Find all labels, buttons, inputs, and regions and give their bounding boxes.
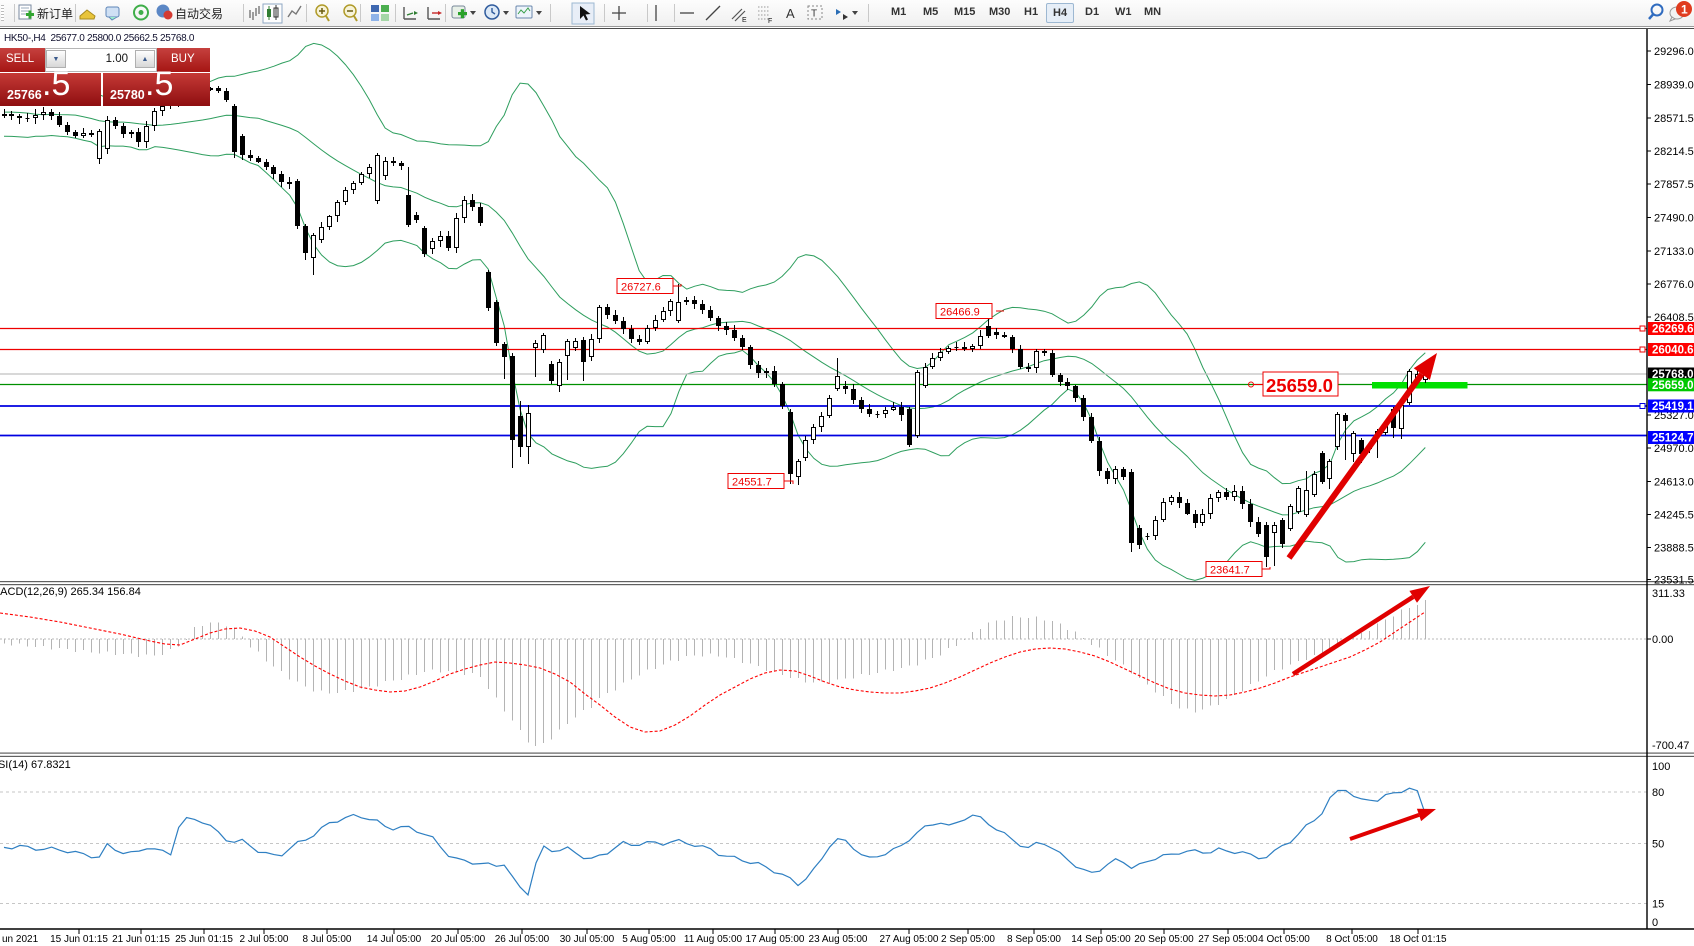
svg-text:11 Aug 05:00: 11 Aug 05:00 — [684, 934, 743, 945]
svg-text:4 Oct 05:00: 4 Oct 05:00 — [1258, 934, 1310, 945]
svg-text:8 Jul 05:00: 8 Jul 05:00 — [303, 934, 352, 945]
svg-text:T: T — [811, 9, 817, 20]
svg-text:25419.1: 25419.1 — [1652, 401, 1694, 413]
svg-text:25 Jun 01:15: 25 Jun 01:15 — [175, 934, 233, 945]
svg-text:0.00: 0.00 — [1652, 634, 1673, 646]
svg-text:26408.5: 26408.5 — [1654, 312, 1694, 324]
svg-text:2 Jul 05:00: 2 Jul 05:00 — [240, 934, 289, 945]
svg-text:311.33: 311.33 — [1652, 588, 1685, 600]
svg-text:27490.0: 27490.0 — [1654, 213, 1694, 225]
svg-text:14 Jul 05:00: 14 Jul 05:00 — [367, 934, 422, 945]
svg-text:E: E — [742, 17, 747, 24]
svg-text:18 Oct 01:15: 18 Oct 01:15 — [1389, 934, 1447, 945]
svg-text:25659.0: 25659.0 — [1266, 375, 1333, 396]
svg-text:28571.5: 28571.5 — [1654, 113, 1694, 125]
svg-text:A: A — [786, 6, 795, 21]
svg-text:8 Oct 05:00: 8 Oct 05:00 — [1326, 934, 1378, 945]
svg-text:26040.6: 26040.6 — [1652, 345, 1694, 357]
svg-text:27133.0: 27133.0 — [1654, 246, 1694, 258]
svg-text:23888.5: 23888.5 — [1654, 543, 1694, 555]
svg-text:27 Aug 05:00: 27 Aug 05:00 — [880, 934, 939, 945]
svg-text:27 Sep 05:00: 27 Sep 05:00 — [1198, 934, 1258, 945]
svg-text:80: 80 — [1652, 787, 1664, 799]
svg-text:28939.0: 28939.0 — [1654, 80, 1694, 92]
svg-text:26466.9: 26466.9 — [940, 306, 980, 318]
svg-text:30 Jul 05:00: 30 Jul 05:00 — [560, 934, 615, 945]
svg-text:26727.6: 26727.6 — [621, 281, 661, 293]
svg-text:8 Sep 05:00: 8 Sep 05:00 — [1007, 934, 1061, 945]
svg-text:28214.5: 28214.5 — [1654, 146, 1694, 158]
svg-text:23 Aug 05:00: 23 Aug 05:00 — [809, 934, 868, 945]
svg-text:24245.5: 24245.5 — [1654, 510, 1694, 522]
svg-text:MACD(12,26,9) 265.34 156.84: MACD(12,26,9) 265.34 156.84 — [0, 586, 141, 598]
svg-text:23531.5: 23531.5 — [1654, 575, 1694, 587]
svg-text:20 Sep 05:00: 20 Sep 05:00 — [1134, 934, 1194, 945]
svg-text:27857.5: 27857.5 — [1654, 179, 1694, 191]
svg-text:F: F — [768, 18, 772, 25]
svg-text:0: 0 — [1652, 917, 1658, 929]
svg-text:24613.0: 24613.0 — [1654, 477, 1694, 489]
svg-text:26 Jul 05:00: 26 Jul 05:00 — [495, 934, 550, 945]
svg-text:24551.7: 24551.7 — [732, 476, 772, 488]
svg-text:14 Sep 05:00: 14 Sep 05:00 — [1071, 934, 1131, 945]
svg-text:2 Sep 05:00: 2 Sep 05:00 — [941, 934, 995, 945]
svg-text:23641.7: 23641.7 — [1210, 564, 1250, 576]
svg-text:25327.0: 25327.0 — [1654, 410, 1694, 422]
svg-text:24970.0: 24970.0 — [1654, 443, 1694, 455]
svg-text:21 Jun 01:15: 21 Jun 01:15 — [112, 934, 170, 945]
svg-text:15: 15 — [1652, 899, 1664, 911]
svg-text:17 Aug 05:00: 17 Aug 05:00 — [746, 934, 805, 945]
svg-text:un 2021: un 2021 — [2, 934, 39, 945]
svg-text:100: 100 — [1652, 761, 1670, 773]
svg-text:5 Aug 05:00: 5 Aug 05:00 — [622, 934, 676, 945]
svg-text:25659.0: 25659.0 — [1652, 380, 1694, 392]
svg-text:25124.7: 25124.7 — [1652, 433, 1694, 445]
svg-text:15 Jun 01:15: 15 Jun 01:15 — [50, 934, 108, 945]
svg-text:1: 1 — [1681, 3, 1688, 17]
svg-text:26776.0: 26776.0 — [1654, 279, 1694, 291]
svg-text:50: 50 — [1652, 839, 1664, 851]
svg-text:-700.47: -700.47 — [1652, 740, 1689, 752]
svg-text:25768.0: 25768.0 — [1652, 369, 1694, 381]
svg-text:RSI(14) 67.8321: RSI(14) 67.8321 — [0, 759, 71, 771]
svg-text:20 Jul 05:00: 20 Jul 05:00 — [431, 934, 486, 945]
svg-text:29296.0: 29296.0 — [1654, 46, 1694, 58]
svg-text:26269.6: 26269.6 — [1652, 324, 1694, 336]
